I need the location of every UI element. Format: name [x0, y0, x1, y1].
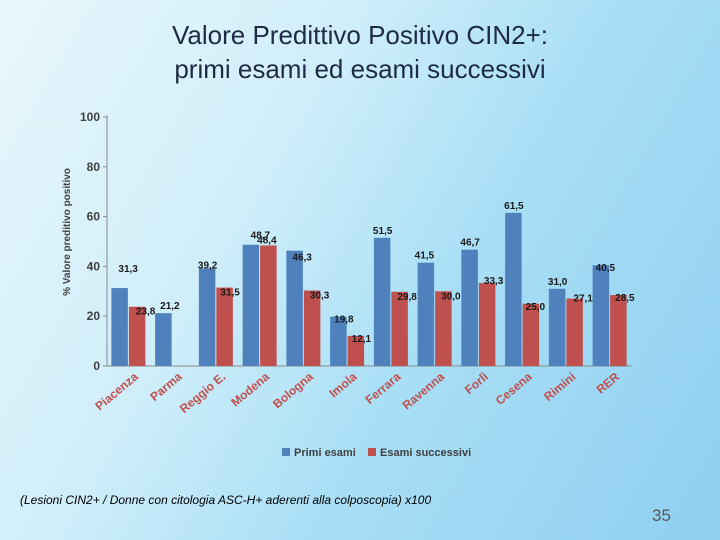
legend-swatch-primi	[282, 448, 290, 456]
data-label: 29,8	[397, 292, 417, 303]
x-tick-label: Modena	[228, 369, 272, 409]
data-label: 48,7	[251, 231, 271, 242]
slide-title: Valore Predittivo Positivo CIN2+: primi …	[0, 18, 720, 86]
bar-successivi	[391, 291, 408, 366]
data-label: 41,5	[415, 251, 435, 262]
data-label: 46,7	[460, 238, 480, 249]
x-tick-label: Reggio E.	[177, 370, 228, 416]
bar-primi	[286, 250, 303, 366]
bar-successivi	[478, 283, 496, 366]
data-label: 30,3	[310, 291, 330, 302]
legend-label-successivi: Esami successivi	[380, 447, 471, 459]
data-label: 48,4	[257, 235, 277, 246]
x-tick-label: Ferrara	[363, 369, 404, 407]
x-tick-label: Cesena	[493, 369, 535, 407]
bar-successivi	[435, 291, 452, 366]
data-label: 19,8	[334, 315, 354, 326]
legend-label-primi: Primi esami	[294, 447, 356, 459]
legend-swatch-successivi	[368, 448, 376, 456]
data-label: 12,1	[352, 334, 372, 345]
bar-successivi	[347, 335, 365, 366]
bar-successivi	[303, 290, 321, 366]
x-tick-label: Rimini	[541, 370, 578, 404]
data-label: 28,5	[615, 293, 635, 304]
bar-primi	[461, 249, 478, 366]
y-tick-label: 0	[93, 359, 100, 373]
x-tick-label: Forlì	[462, 370, 491, 397]
bar-successivi	[610, 295, 627, 366]
bar-primi	[548, 288, 566, 366]
x-tick-label: Ravenna	[400, 369, 448, 412]
y-axis-title: % Valore preditivo positivo	[62, 168, 73, 296]
bar-primi	[198, 268, 216, 366]
x-tick-label: Imola	[327, 369, 360, 400]
page-number: 35	[652, 506, 671, 525]
data-label: 25,0	[526, 302, 546, 313]
data-label: 51,5	[373, 226, 393, 237]
y-tick-label: 100	[80, 110, 100, 124]
data-label: 30,0	[441, 291, 461, 302]
x-tick-label: Parma	[147, 369, 184, 404]
data-label: 46,3	[292, 253, 312, 264]
data-label: 31,5	[220, 288, 240, 299]
y-tick-label: 40	[87, 259, 101, 273]
bar-primi	[330, 316, 347, 366]
bar-primi	[155, 313, 172, 366]
bar-primi	[505, 212, 522, 366]
data-label: 33,3	[484, 276, 504, 287]
slide-title-line-1: Valore Predittivo Positivo CIN2+:	[172, 20, 548, 50]
bar-successivi	[566, 298, 583, 366]
bar-successivi	[128, 306, 146, 366]
bar-primi	[111, 288, 128, 366]
data-label: 61,5	[504, 201, 524, 212]
footnote: (Lesioni CIN2+ / Donne con citologia ASC…	[20, 493, 432, 507]
data-label: 21,2	[160, 301, 180, 312]
bar-successivi	[216, 287, 233, 366]
data-label: 40,5	[596, 263, 616, 274]
data-label: 31,3	[118, 264, 138, 275]
y-tick-label: 60	[87, 210, 101, 224]
data-label: 23,8	[136, 307, 156, 318]
data-label: 39,2	[198, 260, 218, 271]
bar-successivi	[260, 245, 277, 366]
bar-primi	[373, 237, 391, 366]
x-tick-label: RER	[594, 369, 623, 396]
x-tick-label: Bologna	[270, 369, 316, 411]
data-label: 27,1	[573, 294, 593, 305]
bar-successivi	[522, 303, 540, 366]
bar-primi	[417, 262, 435, 366]
bar-primi	[242, 244, 260, 366]
y-tick-label: 80	[87, 160, 101, 174]
x-tick-label: Piacenza	[92, 369, 141, 413]
y-tick-label: 20	[87, 309, 101, 323]
data-label: 31,0	[548, 277, 568, 288]
bar-primi	[592, 265, 610, 366]
slide-title-line-2: primi esami ed esami successivi	[174, 54, 546, 84]
